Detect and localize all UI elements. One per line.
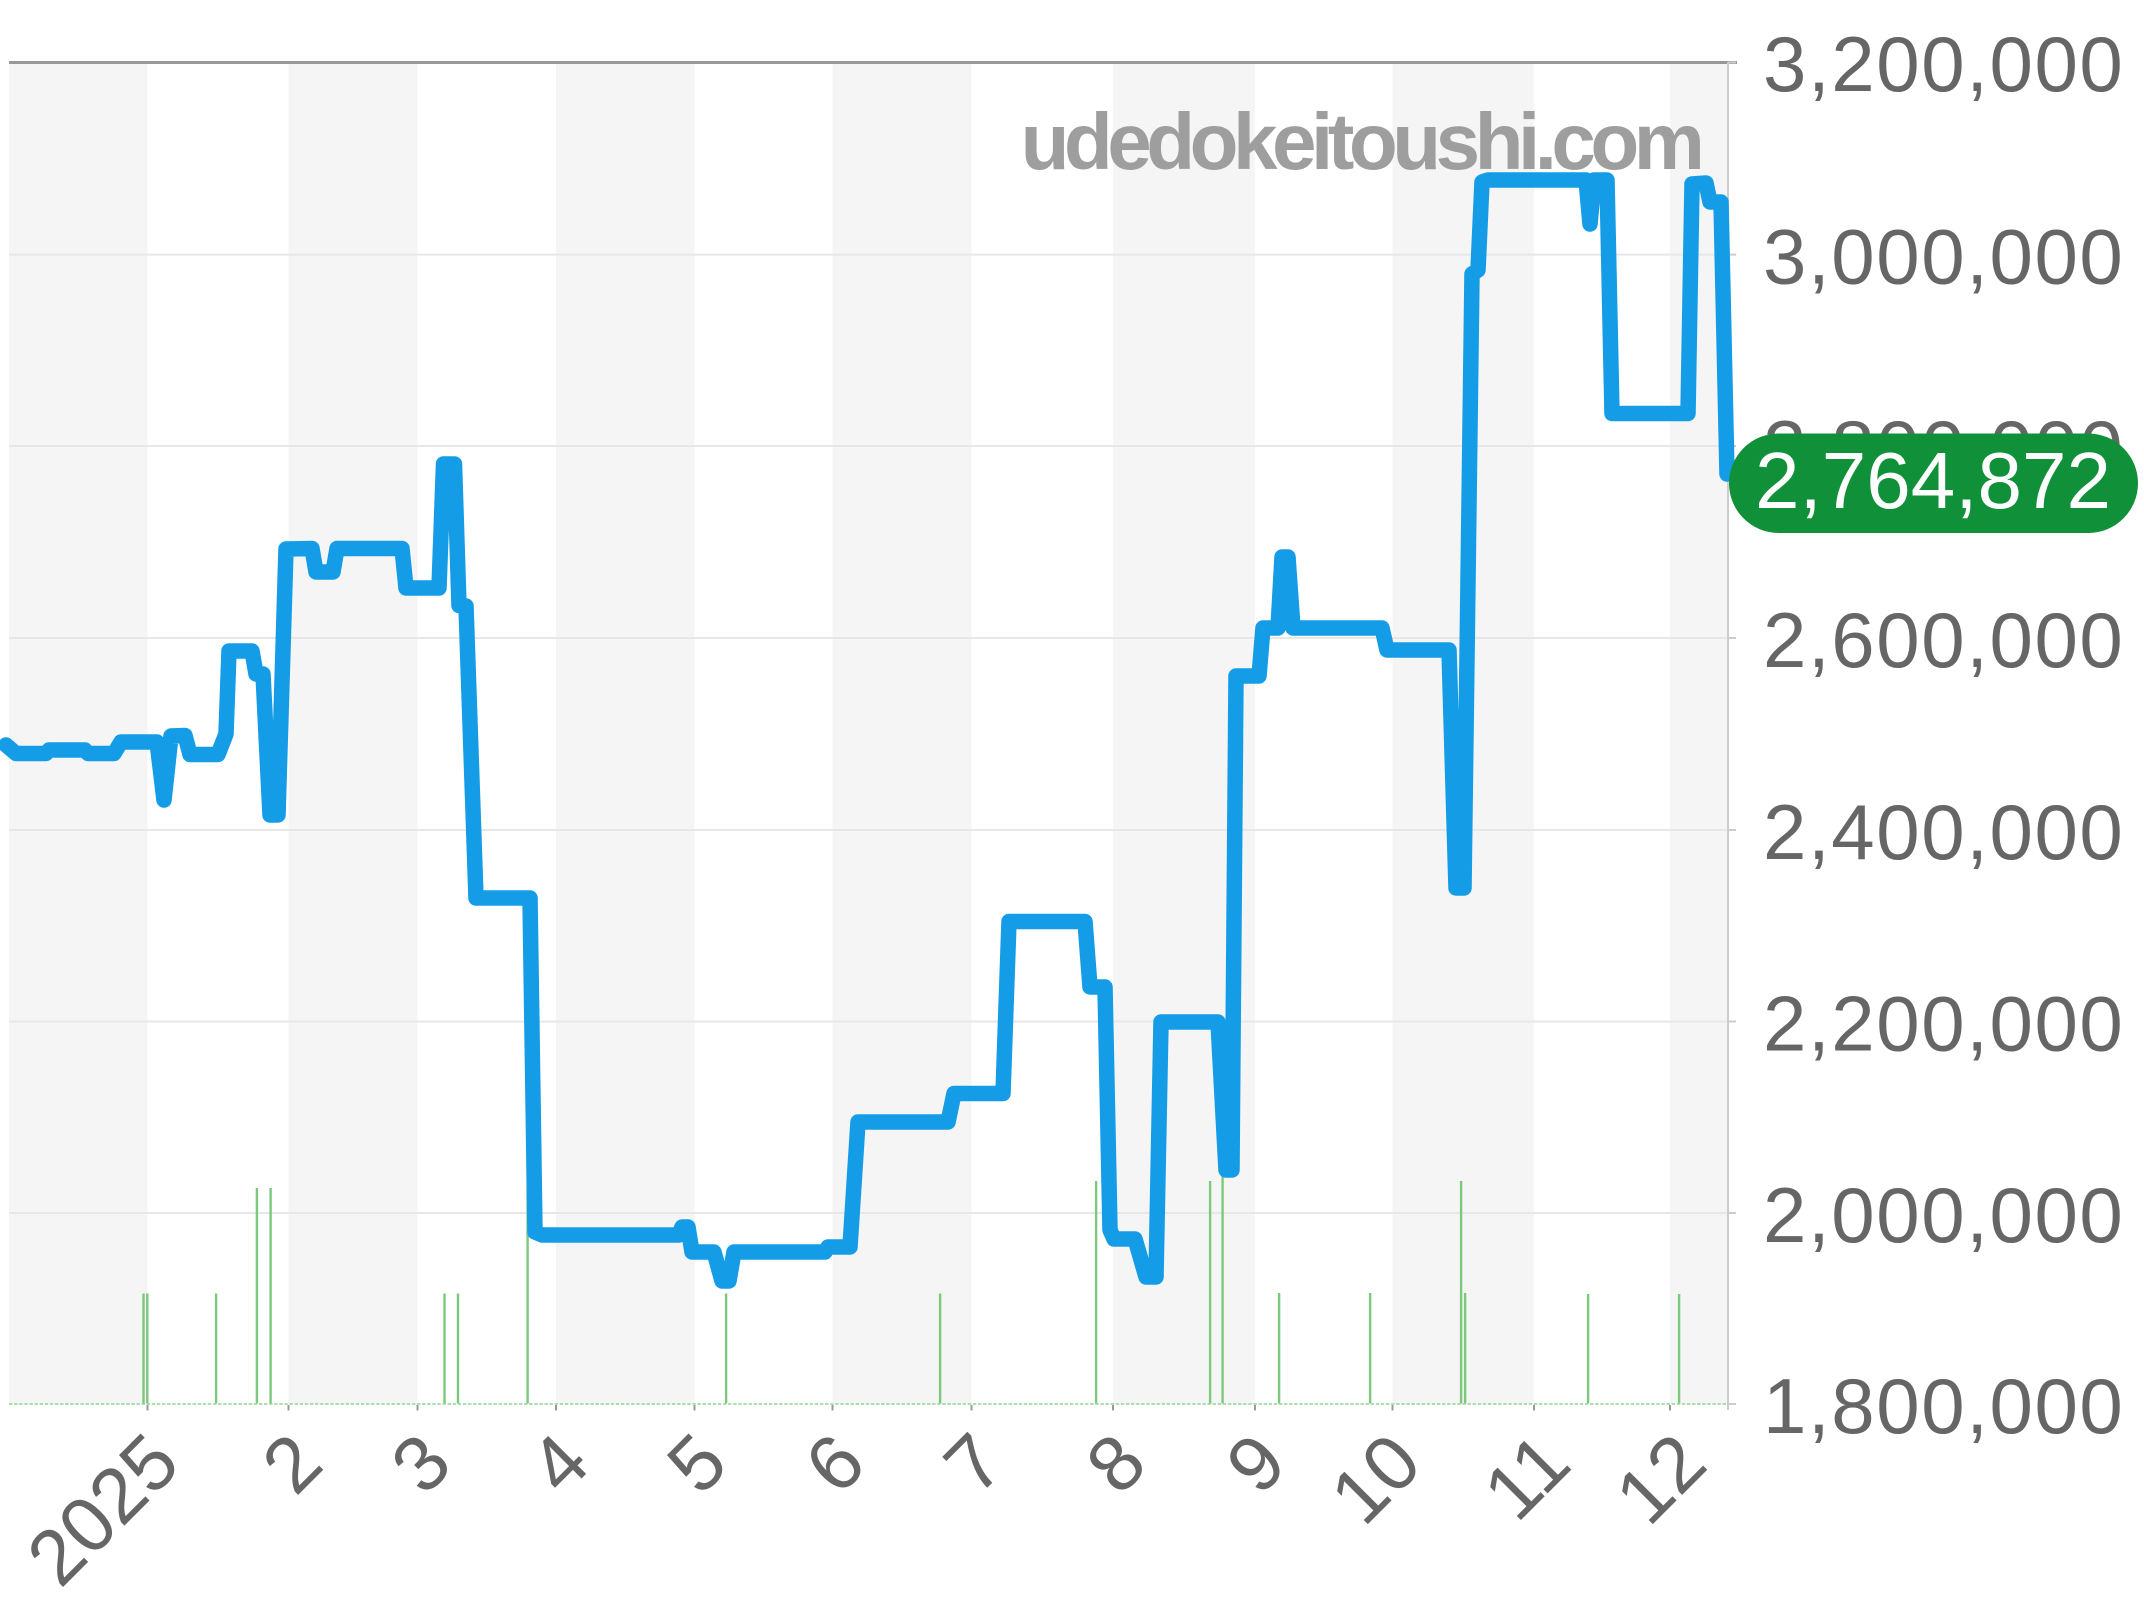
- svg-text:6: 6: [788, 1417, 881, 1510]
- svg-text:10: 10: [1313, 1417, 1437, 1541]
- svg-text:11: 11: [1467, 1417, 1586, 1536]
- svg-text:3,200,000: 3,200,000: [1763, 20, 2124, 108]
- svg-text:2025: 2025: [10, 1417, 195, 1600]
- svg-text:2,200,000: 2,200,000: [1763, 980, 2124, 1068]
- svg-text:2,600,000: 2,600,000: [1763, 596, 2124, 684]
- svg-text:8: 8: [1069, 1417, 1162, 1510]
- svg-text:2: 2: [245, 1417, 338, 1510]
- svg-text:7: 7: [927, 1417, 1020, 1510]
- svg-text:5: 5: [650, 1417, 743, 1510]
- svg-text:9: 9: [1209, 1417, 1302, 1510]
- svg-text:2,000,000: 2,000,000: [1763, 1171, 2124, 1259]
- svg-text:udedokeitoushi.com: udedokeitoushi.com: [1021, 97, 1701, 186]
- svg-text:1,800,000: 1,800,000: [1763, 1362, 2124, 1450]
- svg-text:2,400,000: 2,400,000: [1763, 788, 2124, 876]
- svg-text:2,764,872: 2,764,872: [1755, 436, 2111, 525]
- svg-text:3: 3: [374, 1417, 467, 1510]
- svg-text:3,000,000: 3,000,000: [1763, 213, 2124, 301]
- svg-text:12: 12: [1598, 1417, 1722, 1541]
- svg-text:4: 4: [512, 1417, 605, 1510]
